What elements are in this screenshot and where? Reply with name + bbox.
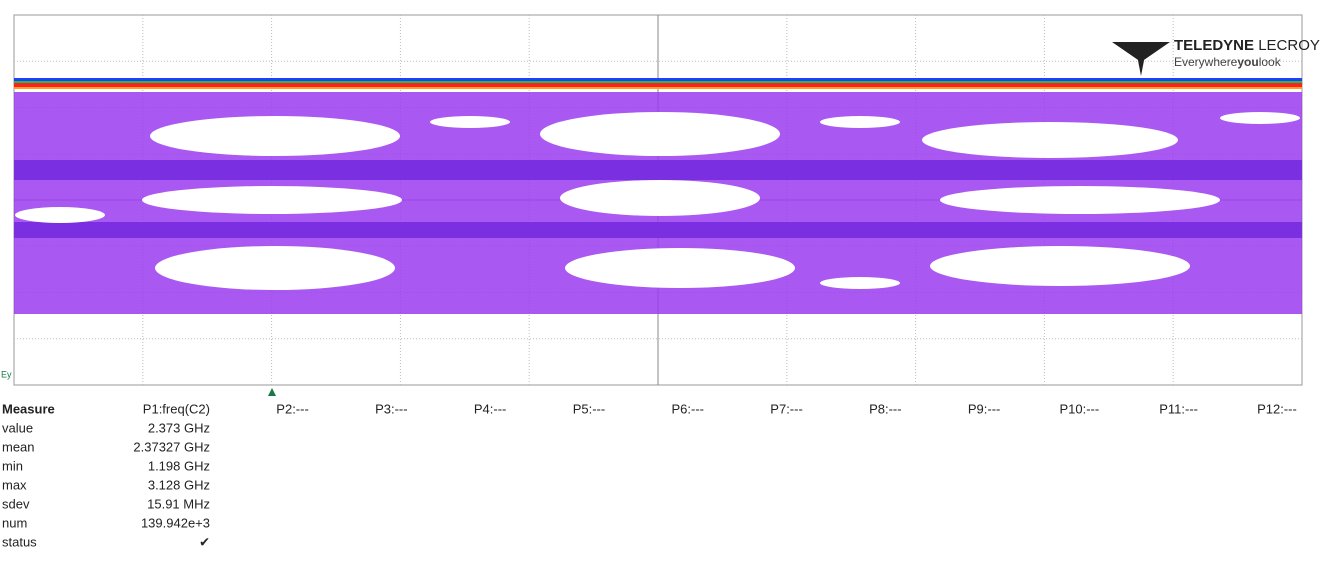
table-header: P3:--- [375,401,408,416]
tagline-part: you [1237,55,1258,69]
eye-openings [15,112,1300,290]
row-label: num [2,515,27,530]
logo-mark [1136,50,1146,76]
trace-band [14,78,1302,81]
eye [540,112,780,156]
logo-brand-light: LECROY [1258,37,1320,54]
row-value: 2.37327 GHz [133,439,210,454]
trace-label: Ey [1,369,12,379]
table-header: P7:--- [770,401,803,416]
trace-band [14,87,1302,89]
row-label: mean [2,439,35,454]
eye [430,116,510,128]
row-label: min [2,458,23,473]
eye [1220,112,1300,124]
measure-table: Measure P1:freq(C2) P2:--- P3:--- P4:--- P5:-… [2,401,1297,549]
logo-brand: TELEDYNE LECROY [1174,37,1320,54]
logo: TELEDYNE LECROY Everywhereyoulook [1112,37,1320,76]
tagline-part: Everywhere [1174,55,1238,69]
eye [155,246,395,290]
trace-band [14,81,1302,83]
table-header: P6:--- [672,401,705,416]
eye [560,180,760,216]
eye [820,116,900,128]
logo-brand-bold: TELEDYNE [1174,37,1254,54]
trigger-marker [268,388,276,396]
table-header: P11:--- [1159,401,1198,416]
table-header: P5:--- [573,401,606,416]
table-header: P9:--- [968,401,1001,416]
row-value: 2.373 GHz [148,420,210,435]
table-header: P2:--- [276,401,309,416]
eye-traces [14,160,1302,180]
row-value: 3.128 GHz [148,477,210,492]
row-label: value [2,420,33,435]
table-header: P1:freq(C2) [143,401,210,416]
eye [940,186,1220,214]
eye [922,122,1178,158]
row-value: 139.942e+3 [141,515,210,530]
eye [820,277,900,289]
tagline-part: look [1259,55,1282,69]
row-label: max [2,477,27,492]
table-header: P4:--- [474,401,507,416]
eye [565,248,795,288]
eye [15,207,105,223]
table-header: P8:--- [869,401,902,416]
row-label: status [2,534,37,549]
logo-tagline: Everywhereyoulook [1174,55,1282,69]
eye-traces [14,222,1302,238]
table-header: P10:--- [1059,401,1099,416]
trace-band [14,83,1302,87]
eye [930,246,1190,286]
eye [150,116,400,156]
row-label: sdev [2,496,30,511]
table-header: P12:--- [1257,401,1297,416]
row-value: ✔ [199,534,210,549]
table-header: Measure [2,401,55,416]
row-value: 1.198 GHz [148,458,210,473]
row-value: 15.91 MHz [147,496,210,511]
eye-diagram [14,78,1302,314]
eye [142,186,402,214]
